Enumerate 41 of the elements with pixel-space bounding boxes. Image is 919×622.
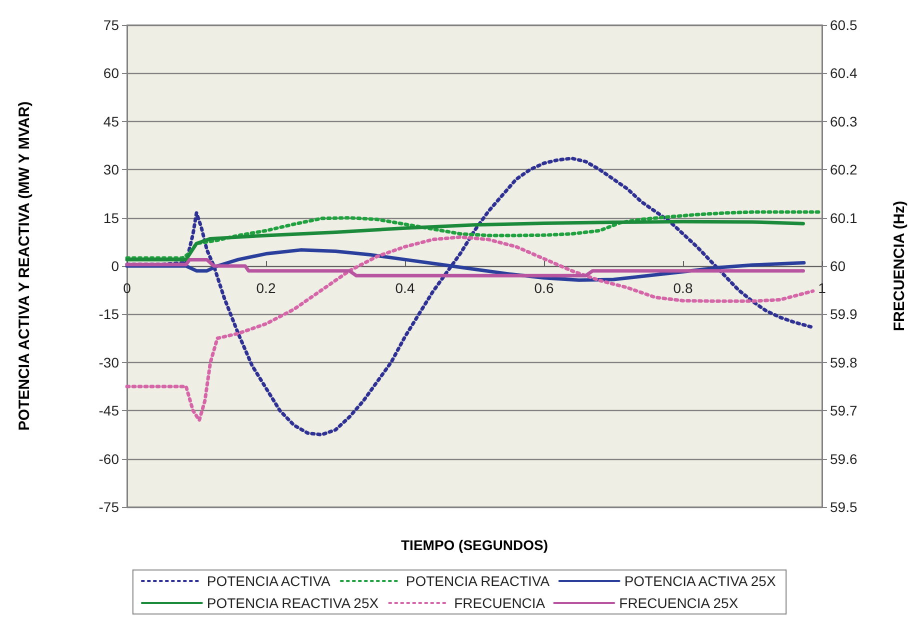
legend-label: POTENCIA ACTIVA — [206, 573, 331, 589]
y2-axis-title: FRECUENCIA (Hz) — [891, 200, 908, 332]
y2-tick-label: 59.9 — [830, 306, 858, 322]
y-tick-label: -30 — [98, 354, 120, 370]
legend-label: FRECUENCIA — [454, 595, 546, 611]
y2-tick-label: 60.5 — [830, 17, 858, 33]
y2-tick-label: 60 — [830, 258, 846, 274]
y-tick-label: -45 — [98, 402, 120, 419]
y2-tick-label: 60.1 — [830, 210, 858, 226]
x-tick-label: 0 — [123, 280, 132, 296]
y-tick-label: 45 — [103, 113, 120, 130]
x-axis-title: TIEMPO (SEGUNDOS) — [400, 537, 548, 553]
x-tick-label: 0.2 — [256, 280, 276, 296]
y-tick-label: 30 — [103, 162, 120, 178]
y2-tick-label: 60.2 — [830, 162, 858, 178]
x-tick-label: 0.8 — [673, 280, 693, 296]
legend-label: POTENCIA ACTIVA 25X — [624, 573, 776, 589]
y2-tick-label: 60.3 — [830, 113, 858, 130]
y2-tick-label: 59.7 — [830, 402, 858, 419]
y-tick-label: -60 — [98, 450, 120, 467]
y-tick-label: 75 — [103, 17, 120, 33]
y2-tick-label: 59.5 — [830, 499, 858, 515]
y-axis-title: POTENCIA ACTIVA Y REACTIVA (MW Y MVAR) — [16, 101, 33, 431]
line-series — [125, 156, 814, 436]
legend-label: POTENCIA REACTIVA — [406, 573, 550, 589]
line-series — [125, 235, 815, 422]
y-tick-label: 0 — [111, 258, 120, 274]
y-tick-label: 60 — [103, 65, 120, 82]
y2-tick-label: 59.6 — [830, 450, 858, 467]
line-series — [125, 258, 805, 278]
x-tick-label: 1 — [818, 280, 826, 296]
line-series — [125, 220, 805, 262]
y-tick-label: -75 — [98, 499, 120, 515]
y2-tick-label: 59.8 — [830, 354, 858, 370]
x-tick-label: 0.4 — [395, 280, 415, 296]
y-tick-label: -15 — [98, 306, 120, 322]
x-tick-label: 0.6 — [534, 280, 554, 296]
legend-label: FRECUENCIA 25X — [619, 595, 739, 611]
legend-label: POTENCIA REACTIVA 25X — [206, 595, 380, 611]
y2-tick-label: 60.4 — [830, 65, 858, 82]
y-tick-label: 15 — [103, 210, 120, 226]
